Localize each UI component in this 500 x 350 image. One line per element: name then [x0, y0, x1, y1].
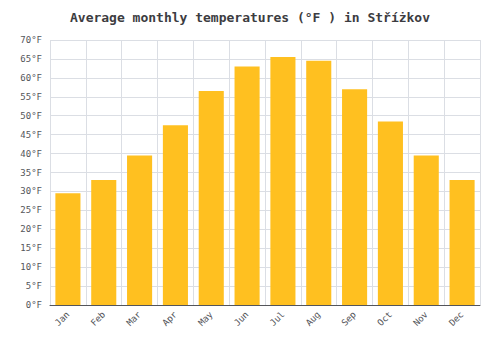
- svg-text:Aug: Aug: [304, 309, 323, 328]
- svg-text:45°F: 45°F: [20, 130, 42, 140]
- svg-text:Apr: Apr: [160, 309, 179, 328]
- svg-text:70°F: 70°F: [20, 35, 42, 45]
- svg-text:Jul: Jul: [268, 309, 287, 328]
- svg-text:Oct: Oct: [375, 309, 394, 328]
- svg-text:Mar: Mar: [125, 309, 144, 328]
- svg-text:30°F: 30°F: [20, 186, 42, 196]
- svg-text:Jan: Jan: [53, 309, 72, 328]
- svg-text:Nov: Nov: [411, 309, 430, 328]
- svg-text:35°F: 35°F: [20, 168, 42, 178]
- svg-text:25°F: 25°F: [20, 205, 42, 215]
- svg-text:10°F: 10°F: [20, 262, 42, 272]
- svg-text:May: May: [196, 309, 215, 328]
- svg-text:40°F: 40°F: [20, 149, 42, 159]
- svg-text:55°F: 55°F: [20, 92, 42, 102]
- svg-text:Average monthly temperatures (: Average monthly temperatures (°F ) in St…: [70, 10, 430, 25]
- svg-text:20°F: 20°F: [20, 224, 42, 234]
- svg-text:Sep: Sep: [340, 309, 359, 328]
- svg-text:15°F: 15°F: [20, 243, 42, 253]
- svg-text:Dec: Dec: [447, 309, 466, 328]
- svg-text:Feb: Feb: [89, 309, 108, 328]
- svg-text:0°F: 0°F: [26, 300, 42, 310]
- svg-text:50°F: 50°F: [20, 111, 42, 121]
- svg-text:Jun: Jun: [232, 309, 251, 328]
- svg-text:65°F: 65°F: [20, 54, 42, 64]
- svg-text:60°F: 60°F: [20, 73, 42, 83]
- svg-text:5°F: 5°F: [26, 281, 42, 291]
